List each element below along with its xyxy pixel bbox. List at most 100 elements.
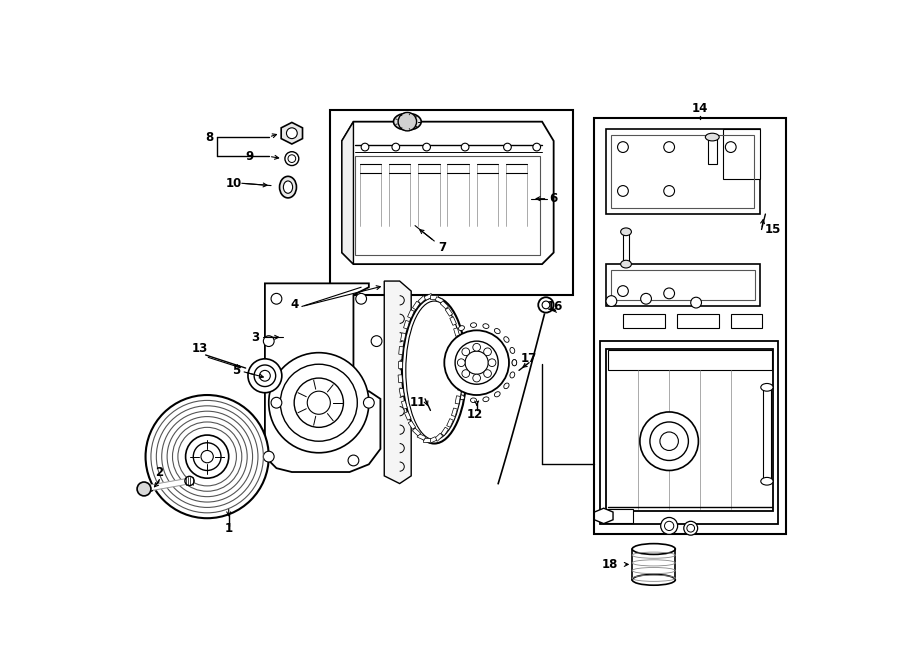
Circle shape: [640, 412, 698, 471]
Polygon shape: [384, 281, 411, 484]
Text: 18: 18: [602, 558, 618, 571]
Bar: [435, 433, 443, 442]
Circle shape: [690, 297, 701, 308]
Bar: [459, 368, 463, 376]
Bar: [731, 314, 761, 328]
Text: 14: 14: [692, 102, 708, 115]
Bar: [452, 408, 457, 416]
Ellipse shape: [402, 297, 466, 444]
Circle shape: [650, 422, 688, 461]
Text: 9: 9: [246, 150, 254, 163]
Bar: [436, 297, 444, 303]
Ellipse shape: [621, 260, 632, 268]
Bar: [430, 295, 438, 299]
Ellipse shape: [471, 323, 477, 327]
Circle shape: [660, 432, 679, 450]
Bar: [611, 135, 754, 208]
Circle shape: [664, 186, 674, 196]
Ellipse shape: [448, 332, 454, 338]
Text: 13: 13: [192, 342, 208, 356]
Text: 11: 11: [410, 396, 426, 409]
Text: 6: 6: [550, 192, 558, 205]
Text: 17: 17: [521, 352, 537, 365]
Ellipse shape: [437, 354, 442, 360]
Circle shape: [254, 365, 275, 387]
Ellipse shape: [512, 360, 517, 366]
Bar: [399, 346, 403, 354]
Bar: [417, 434, 426, 440]
Bar: [458, 383, 463, 391]
Bar: [355, 156, 540, 255]
Circle shape: [423, 143, 430, 151]
Ellipse shape: [494, 329, 500, 334]
Bar: [606, 264, 760, 307]
Circle shape: [271, 293, 282, 304]
Bar: [412, 428, 420, 436]
Circle shape: [361, 143, 369, 151]
Circle shape: [617, 141, 628, 153]
Bar: [400, 333, 406, 341]
Circle shape: [684, 522, 698, 535]
Bar: [623, 233, 629, 262]
Text: 12: 12: [467, 408, 483, 421]
Text: 4: 4: [290, 298, 298, 311]
Bar: [398, 375, 402, 383]
Circle shape: [185, 435, 229, 478]
Circle shape: [504, 143, 511, 151]
Bar: [418, 295, 427, 303]
Bar: [454, 328, 460, 336]
Ellipse shape: [441, 342, 446, 348]
Circle shape: [294, 378, 344, 428]
Polygon shape: [594, 508, 613, 524]
Bar: [400, 388, 404, 397]
Circle shape: [264, 336, 274, 346]
Bar: [604, 509, 633, 523]
Ellipse shape: [280, 176, 296, 198]
Bar: [398, 361, 402, 368]
Circle shape: [280, 364, 357, 442]
Bar: [450, 317, 456, 325]
Circle shape: [184, 477, 194, 486]
Polygon shape: [265, 284, 381, 472]
Bar: [423, 438, 430, 442]
Circle shape: [259, 370, 270, 381]
Polygon shape: [342, 122, 354, 264]
Text: 8: 8: [205, 131, 213, 143]
Circle shape: [483, 369, 491, 377]
Circle shape: [462, 348, 470, 356]
Bar: [403, 321, 410, 329]
Bar: [440, 301, 448, 309]
Ellipse shape: [448, 388, 454, 393]
Bar: [677, 314, 719, 328]
Bar: [456, 340, 462, 349]
Circle shape: [661, 518, 678, 534]
Circle shape: [356, 293, 366, 304]
Circle shape: [472, 344, 481, 351]
Bar: [455, 396, 460, 404]
Bar: [409, 421, 416, 429]
Circle shape: [457, 359, 465, 367]
Circle shape: [606, 295, 616, 307]
Bar: [458, 354, 463, 362]
Circle shape: [398, 112, 417, 131]
Text: 16: 16: [547, 300, 563, 313]
Bar: [611, 270, 754, 300]
Circle shape: [455, 341, 499, 384]
Bar: [428, 437, 436, 444]
Polygon shape: [606, 349, 773, 510]
Ellipse shape: [510, 348, 515, 354]
Circle shape: [461, 143, 469, 151]
Circle shape: [725, 141, 736, 153]
Ellipse shape: [632, 543, 675, 555]
Circle shape: [664, 522, 674, 531]
Text: 3: 3: [252, 330, 260, 344]
Ellipse shape: [441, 377, 446, 383]
Polygon shape: [342, 122, 554, 264]
Circle shape: [462, 369, 470, 377]
Circle shape: [201, 450, 213, 463]
Circle shape: [364, 397, 374, 408]
Circle shape: [392, 143, 400, 151]
Text: 2: 2: [156, 465, 164, 479]
Ellipse shape: [512, 360, 517, 366]
Circle shape: [664, 288, 674, 299]
